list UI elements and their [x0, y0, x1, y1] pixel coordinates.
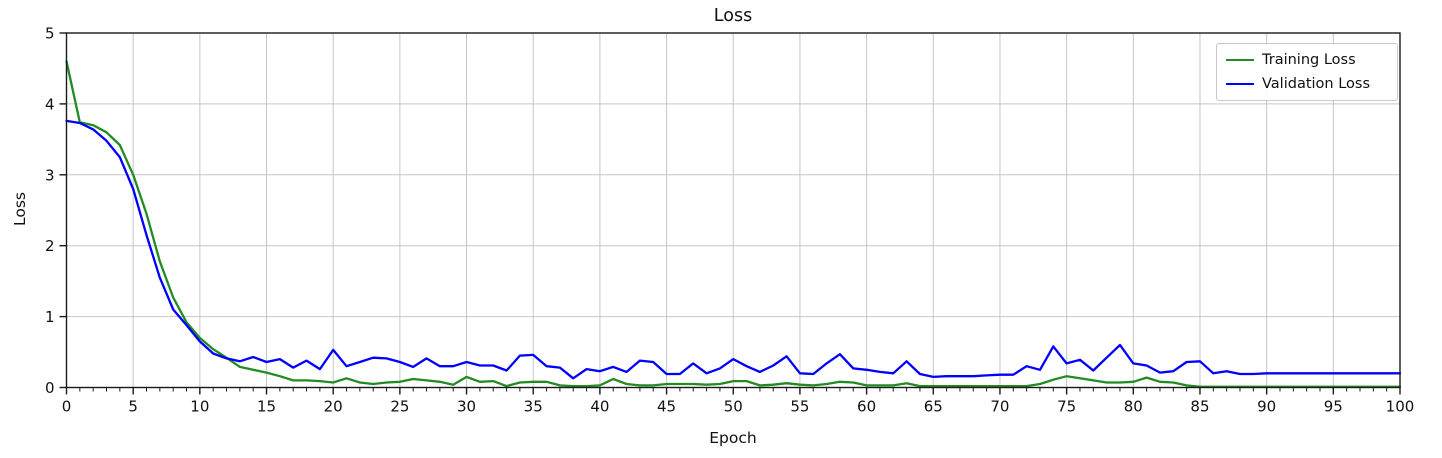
x-tick-label: 0: [62, 398, 72, 416]
x-tick-label: 10: [190, 398, 209, 416]
y-tick-label: 1: [45, 308, 55, 326]
x-tick-label: 30: [457, 398, 476, 416]
chart-title: Loss: [713, 6, 753, 26]
x-tick-label: 75: [1057, 398, 1076, 416]
x-tick-label: 70: [990, 398, 1009, 416]
x-tick-label: 65: [924, 398, 943, 416]
y-tick-label: 2: [45, 237, 55, 255]
x-tick-label: 40: [590, 398, 609, 416]
training-loss-line: [65, 60, 1402, 388]
x-tick-label: 25: [390, 398, 409, 416]
x-tick-label: 60: [857, 398, 876, 416]
legend-label-training: Training Loss: [1262, 52, 1356, 68]
x-tick-label: 15: [257, 398, 276, 416]
x-tick-label: 80: [1124, 398, 1143, 416]
y-tick-label: 5: [45, 25, 55, 43]
legend: Training Loss Validation Loss: [1216, 43, 1398, 101]
legend-line-training-icon: [1226, 59, 1254, 61]
x-tick-label: 50: [724, 398, 743, 416]
x-tick-label: 95: [1324, 398, 1343, 416]
x-tick-label: 5: [128, 398, 138, 416]
x-tick-label: 85: [1190, 398, 1209, 416]
x-axis-label: Epoch: [709, 429, 757, 447]
x-tick-label: 100: [1386, 398, 1415, 416]
y-tick-label: 0: [45, 379, 55, 397]
x-tick-label: 45: [657, 398, 676, 416]
legend-label-validation: Validation Loss: [1262, 76, 1371, 92]
x-tick-label: 35: [524, 398, 543, 416]
x-tick-label: 20: [324, 398, 343, 416]
validation-loss-line: [65, 119, 1402, 380]
x-tick-label: 90: [1257, 398, 1276, 416]
y-tick-label: 4: [45, 95, 55, 113]
legend-item-validation: Validation Loss: [1217, 74, 1397, 95]
legend-line-validation-icon: [1226, 83, 1254, 85]
y-tick-label: 3: [45, 166, 55, 184]
legend-item-training: Training Loss: [1217, 50, 1397, 71]
x-tick-label: 55: [790, 398, 809, 416]
